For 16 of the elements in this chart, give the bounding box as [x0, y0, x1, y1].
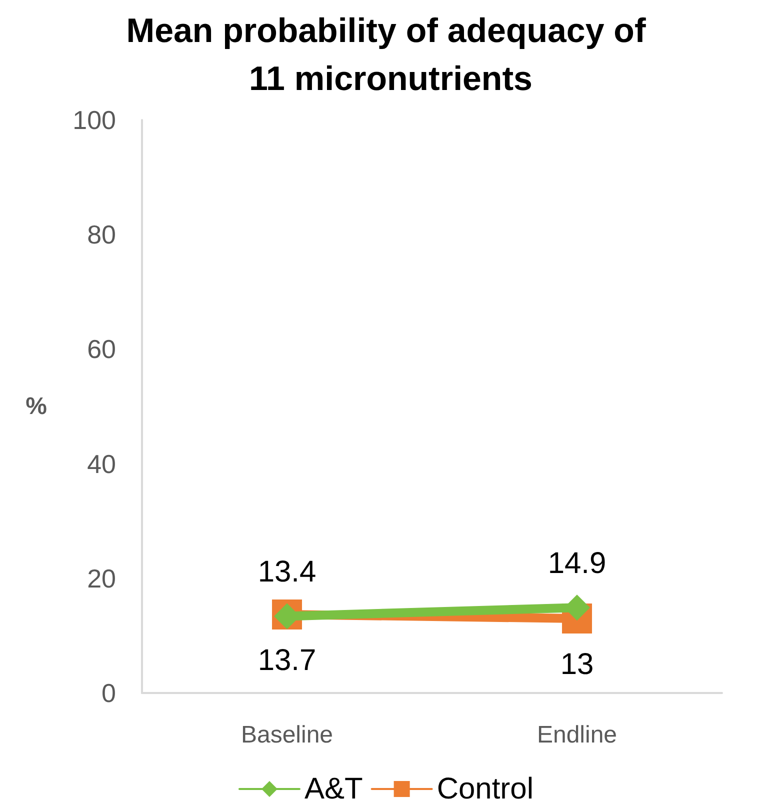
data-label: 13 [560, 648, 594, 682]
y-tick-label: 40 [87, 448, 116, 479]
x-tick-label: Baseline [240, 722, 334, 748]
chart-title: Mean probability of adequacy of 11 micronutrients [126, 12, 646, 98]
data-label: 14.9 [548, 547, 606, 580]
y-axis-title: % [26, 393, 47, 420]
y-tick-label: 0 [102, 678, 116, 708]
y-tick-label: 60 [87, 334, 116, 364]
legend-label: Control [436, 772, 534, 806]
legend-label: A&T [304, 772, 363, 806]
y-tick-label: 80 [87, 220, 116, 250]
y-tick-label: 20 [87, 563, 116, 594]
data-label: 13.4 [258, 556, 316, 589]
y-tick-label: 100 [72, 105, 116, 135]
x-tick-label: Endline [536, 722, 618, 748]
data-label: 13.7 [258, 644, 316, 677]
